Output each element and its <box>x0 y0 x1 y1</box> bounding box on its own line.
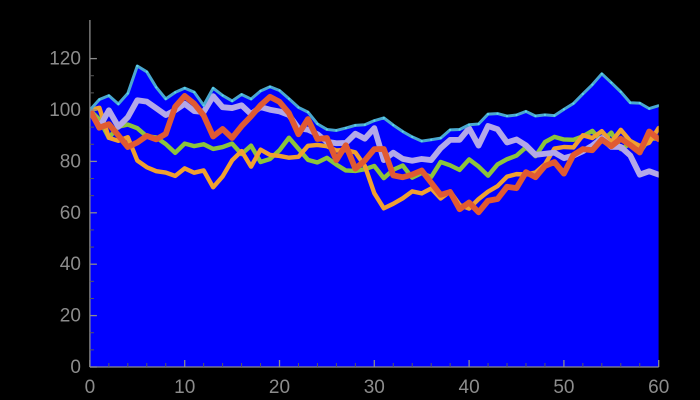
svg-text:100: 100 <box>49 100 81 121</box>
svg-text:120: 120 <box>49 49 81 70</box>
svg-text:40: 40 <box>459 377 480 398</box>
svg-text:0: 0 <box>85 377 96 398</box>
svg-text:30: 30 <box>364 377 385 398</box>
svg-text:50: 50 <box>553 377 574 398</box>
svg-text:60: 60 <box>60 203 81 224</box>
svg-text:20: 20 <box>269 377 290 398</box>
svg-text:20: 20 <box>60 306 81 327</box>
svg-text:10: 10 <box>174 377 195 398</box>
svg-text:80: 80 <box>60 151 81 172</box>
svg-text:0: 0 <box>70 357 81 378</box>
svg-text:60: 60 <box>648 377 669 398</box>
svg-text:40: 40 <box>60 254 81 275</box>
